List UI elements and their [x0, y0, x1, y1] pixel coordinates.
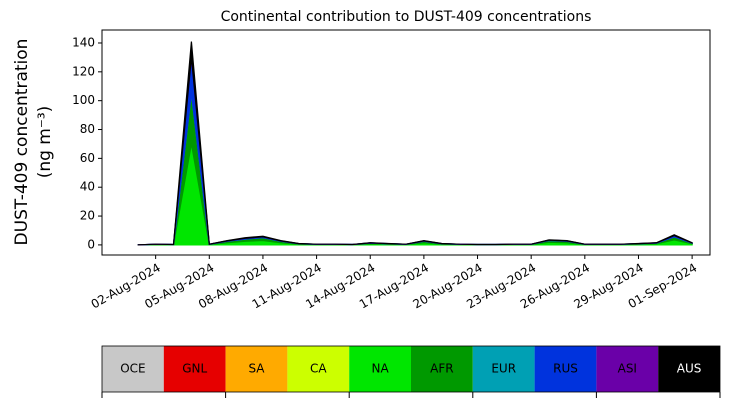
legend-swatch: [472, 346, 535, 392]
legend-frame: [101, 345, 721, 393]
legend-label: SA: [248, 362, 265, 376]
y-tick-label: 60: [80, 151, 95, 165]
y-tick-label: 100: [72, 93, 95, 107]
area: [137, 57, 693, 246]
legend-label: OCE: [120, 362, 145, 376]
area: [137, 93, 693, 246]
plot-frame: [101, 29, 711, 256]
legend-swatch: [163, 346, 226, 392]
chart-title: Continental contribution to DUST-409 con…: [221, 9, 592, 25]
y-tick-label: 40: [80, 180, 95, 194]
y-tick-label: 140: [72, 35, 95, 49]
area: [137, 41, 693, 246]
legend-label: CA: [310, 362, 327, 376]
y-tick-label: 20: [80, 209, 95, 223]
legend-label: GNL: [182, 362, 207, 376]
y-tick-label: 0: [87, 237, 95, 251]
legend-swatch: [102, 346, 164, 392]
y-axis-label: DUST-409 concentration: [12, 39, 32, 246]
legend-label: RUS: [553, 362, 578, 376]
area: [137, 143, 693, 246]
legend-swatch: [225, 346, 288, 392]
legend-label: AUS: [677, 362, 702, 376]
y-tick-label: 80: [80, 122, 95, 136]
legend-label: AFR: [430, 362, 453, 376]
legend-swatch: [411, 346, 473, 392]
legend-swatch: [534, 346, 597, 392]
legend-label: ASI: [618, 362, 637, 376]
y-axis-label: (ng m⁻³): [35, 106, 55, 179]
legend-label: EUR: [491, 362, 516, 376]
area: [137, 57, 693, 246]
legend-swatch: [349, 346, 411, 392]
legend-label: NA: [372, 362, 390, 376]
legend-swatch: [658, 346, 720, 392]
legend-swatch: [287, 346, 350, 392]
legend-swatch: [596, 346, 659, 392]
area: [137, 93, 693, 246]
y-tick-label: 120: [72, 64, 95, 78]
